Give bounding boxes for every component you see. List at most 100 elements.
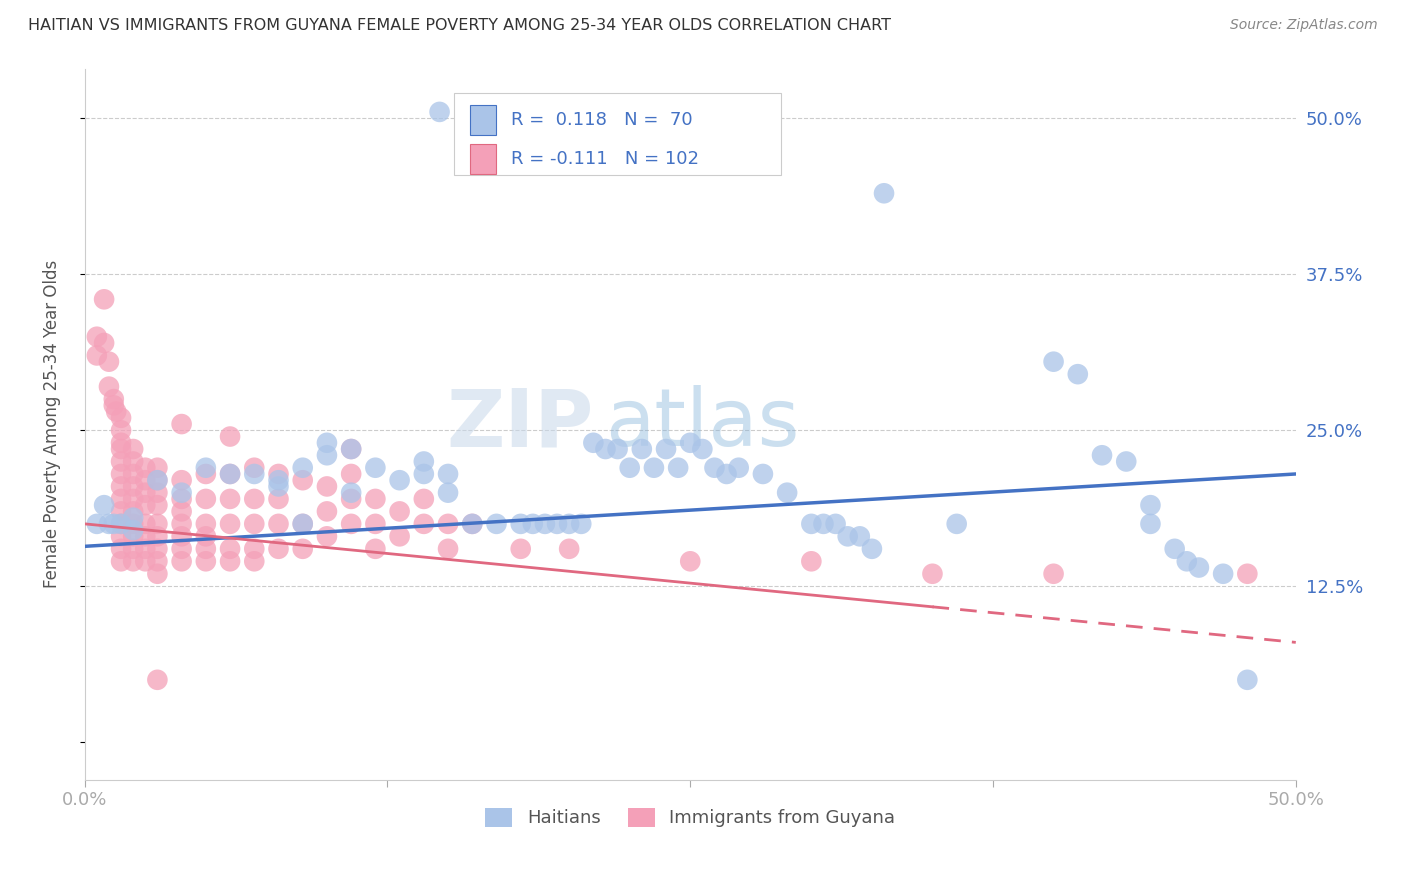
Point (569, 516, 592, 531)
Point (679, 435, 702, 450)
Point (110, 541, 132, 556)
Point (146, 516, 169, 531)
Point (800, 554, 823, 568)
Point (146, 541, 169, 556)
Text: atlas: atlas (606, 385, 800, 463)
Point (219, 467, 242, 481)
Point (110, 454, 132, 468)
Point (146, 498, 169, 512)
Point (146, 529, 169, 543)
Point (340, 442, 363, 456)
Point (170, 529, 193, 543)
Point (194, 460, 217, 475)
Point (110, 516, 132, 531)
Point (122, 467, 145, 481)
Point (134, 498, 156, 512)
Point (1139, 498, 1161, 512)
Point (1236, 566, 1258, 581)
Point (267, 473, 290, 487)
Point (437, 467, 460, 481)
Point (813, 516, 835, 531)
Point (1175, 554, 1198, 568)
Text: Source: ZipAtlas.com: Source: ZipAtlas.com (1230, 18, 1378, 32)
Legend: Haitians, Immigrants from Guyana: Haitians, Immigrants from Guyana (478, 801, 903, 835)
Point (945, 516, 967, 531)
Point (546, 516, 568, 531)
Point (679, 554, 702, 568)
Point (146, 554, 169, 568)
Point (921, 566, 943, 581)
Point (1115, 454, 1137, 468)
Point (558, 541, 581, 556)
Point (509, 541, 531, 556)
Point (703, 460, 725, 475)
Point (340, 491, 363, 506)
Point (340, 467, 363, 481)
Text: R = -0.111   N = 102: R = -0.111 N = 102 (510, 150, 699, 168)
Point (873, 186, 896, 201)
Point (752, 467, 775, 481)
Point (267, 516, 290, 531)
Point (485, 516, 508, 531)
Point (800, 516, 823, 531)
Text: HAITIAN VS IMMIGRANTS FROM GUYANA FEMALE POVERTY AMONG 25-34 YEAR OLDS CORRELATI: HAITIAN VS IMMIGRANTS FROM GUYANA FEMALE… (28, 18, 891, 33)
Point (727, 460, 749, 475)
Point (103, 392, 125, 406)
Point (291, 516, 314, 531)
Point (86, 348, 108, 362)
Point (340, 516, 363, 531)
Point (412, 467, 434, 481)
Point (122, 504, 145, 518)
Point (534, 516, 557, 531)
Point (1042, 354, 1064, 368)
Point (437, 516, 460, 531)
Point (122, 510, 145, 524)
Point (1042, 566, 1064, 581)
Point (1067, 367, 1090, 381)
Point (122, 491, 145, 506)
Point (243, 554, 266, 568)
Point (110, 467, 132, 481)
Point (170, 485, 193, 500)
Point (103, 398, 125, 412)
Point (437, 485, 460, 500)
Point (93, 293, 115, 307)
Point (388, 504, 411, 518)
Text: ZIP: ZIP (446, 385, 593, 463)
Point (134, 516, 156, 531)
Point (134, 460, 156, 475)
Point (412, 516, 434, 531)
Point (146, 566, 169, 581)
Point (619, 460, 641, 475)
Point (692, 442, 714, 456)
Point (105, 404, 128, 418)
Point (219, 541, 242, 556)
Point (595, 442, 617, 456)
Point (146, 473, 169, 487)
Point (860, 541, 883, 556)
Bar (470, 104, 496, 135)
Point (122, 523, 145, 537)
Point (122, 442, 145, 456)
Text: R =  0.118   N =  70: R = 0.118 N = 70 (510, 111, 693, 128)
Point (219, 429, 242, 443)
Point (776, 485, 799, 500)
Y-axis label: Female Poverty Among 25-34 Year Olds: Female Poverty Among 25-34 Year Olds (44, 260, 60, 588)
Point (97, 354, 120, 368)
Point (364, 491, 387, 506)
Point (291, 473, 314, 487)
Point (267, 467, 290, 481)
FancyBboxPatch shape (454, 94, 782, 175)
Point (316, 479, 339, 493)
Point (824, 516, 846, 531)
Point (316, 448, 339, 462)
Point (93, 498, 115, 512)
Point (219, 554, 242, 568)
Point (134, 485, 156, 500)
Point (267, 491, 290, 506)
Point (110, 554, 132, 568)
Point (170, 504, 193, 518)
Point (194, 516, 217, 531)
Point (194, 467, 217, 481)
Point (267, 479, 290, 493)
